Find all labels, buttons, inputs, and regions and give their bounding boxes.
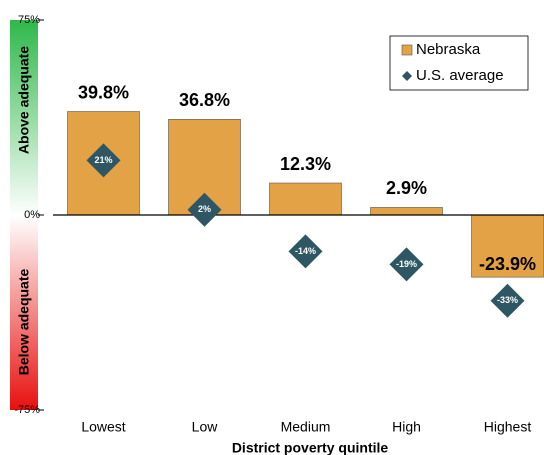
x-tick-label: Lowest	[81, 419, 125, 435]
x-tick-label: High	[392, 419, 421, 435]
data-label: 12.3%	[280, 154, 331, 174]
legend-swatch	[402, 71, 412, 81]
marker	[187, 192, 222, 227]
x-tick-label: Low	[192, 419, 219, 435]
below-band	[10, 216, 38, 410]
legend-swatch	[401, 44, 413, 56]
legend-box	[389, 35, 529, 91]
data-label: -19%	[396, 259, 417, 269]
legend-label: U.S. average	[416, 67, 504, 84]
x-tick-label: Medium	[281, 419, 331, 435]
marker	[389, 247, 424, 282]
data-label: -33%	[497, 295, 518, 305]
bar	[471, 214, 544, 278]
x-tick-label: Highest	[484, 419, 532, 435]
marker	[288, 234, 323, 269]
data-label: 2%	[198, 204, 211, 214]
bar	[370, 207, 443, 216]
y-tick-label: -75%	[14, 404, 40, 416]
data-label: 36.8%	[179, 90, 230, 110]
bar	[269, 182, 342, 216]
y-tick-label: 75%	[18, 14, 40, 26]
data-label: -23.9%	[479, 254, 536, 274]
above-band	[10, 20, 38, 216]
bar	[67, 111, 140, 216]
marker	[490, 283, 525, 318]
data-label: 39.8%	[78, 82, 129, 102]
annotation: Below adequate	[16, 269, 32, 376]
legend: Nebraska U.S. average	[389, 35, 529, 91]
x-axis-title: District poverty quintile	[232, 440, 389, 455]
marker	[86, 143, 121, 178]
data-label: -14%	[295, 246, 316, 256]
data-label: 21%	[94, 155, 112, 165]
data-label: 2.9%	[386, 178, 427, 198]
legend-label: Nebraska	[416, 41, 481, 58]
y-tick-label: 0%	[24, 209, 40, 221]
annotation: Above adequate	[16, 46, 32, 154]
